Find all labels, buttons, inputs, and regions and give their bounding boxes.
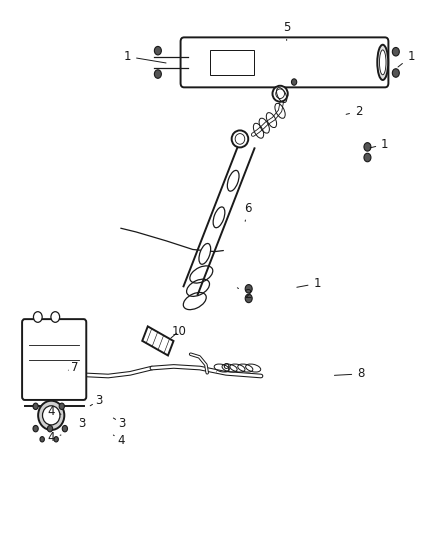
Text: 4: 4 xyxy=(47,405,61,417)
FancyBboxPatch shape xyxy=(180,37,389,87)
Circle shape xyxy=(392,69,399,77)
Text: 3: 3 xyxy=(113,417,126,430)
Text: 6: 6 xyxy=(244,201,251,221)
Circle shape xyxy=(54,437,58,442)
Text: 3: 3 xyxy=(90,394,102,407)
Circle shape xyxy=(59,403,64,409)
Circle shape xyxy=(291,79,297,85)
Ellipse shape xyxy=(272,86,288,102)
Text: 3: 3 xyxy=(78,417,85,430)
Circle shape xyxy=(245,285,252,293)
Ellipse shape xyxy=(377,45,388,80)
Ellipse shape xyxy=(232,131,248,148)
Circle shape xyxy=(245,294,252,303)
Circle shape xyxy=(154,46,161,55)
Ellipse shape xyxy=(42,406,60,425)
Text: 9: 9 xyxy=(216,362,230,375)
Text: 5: 5 xyxy=(283,21,290,41)
Text: 4: 4 xyxy=(113,434,124,447)
Circle shape xyxy=(51,312,60,322)
Ellipse shape xyxy=(199,244,211,264)
Circle shape xyxy=(62,425,67,432)
Circle shape xyxy=(364,143,371,151)
Text: 2: 2 xyxy=(346,105,363,118)
Circle shape xyxy=(33,312,42,322)
Circle shape xyxy=(33,403,38,409)
Circle shape xyxy=(364,154,371,162)
FancyBboxPatch shape xyxy=(22,319,86,400)
Polygon shape xyxy=(142,326,173,356)
Circle shape xyxy=(154,70,161,78)
Text: 1: 1 xyxy=(398,50,415,67)
Text: 7: 7 xyxy=(68,361,79,374)
Ellipse shape xyxy=(227,171,239,191)
Text: 1: 1 xyxy=(370,138,389,151)
Text: 2: 2 xyxy=(237,288,251,301)
Circle shape xyxy=(40,437,44,442)
Text: 1: 1 xyxy=(297,277,321,290)
Circle shape xyxy=(33,425,38,432)
Text: 1: 1 xyxy=(124,50,166,63)
Circle shape xyxy=(392,47,399,56)
Ellipse shape xyxy=(379,50,386,75)
Text: 10: 10 xyxy=(171,325,186,338)
Text: 8: 8 xyxy=(335,367,364,381)
Bar xyxy=(210,50,254,75)
Circle shape xyxy=(47,425,53,432)
Text: 4: 4 xyxy=(47,431,61,444)
Ellipse shape xyxy=(213,207,225,228)
Ellipse shape xyxy=(38,401,64,430)
